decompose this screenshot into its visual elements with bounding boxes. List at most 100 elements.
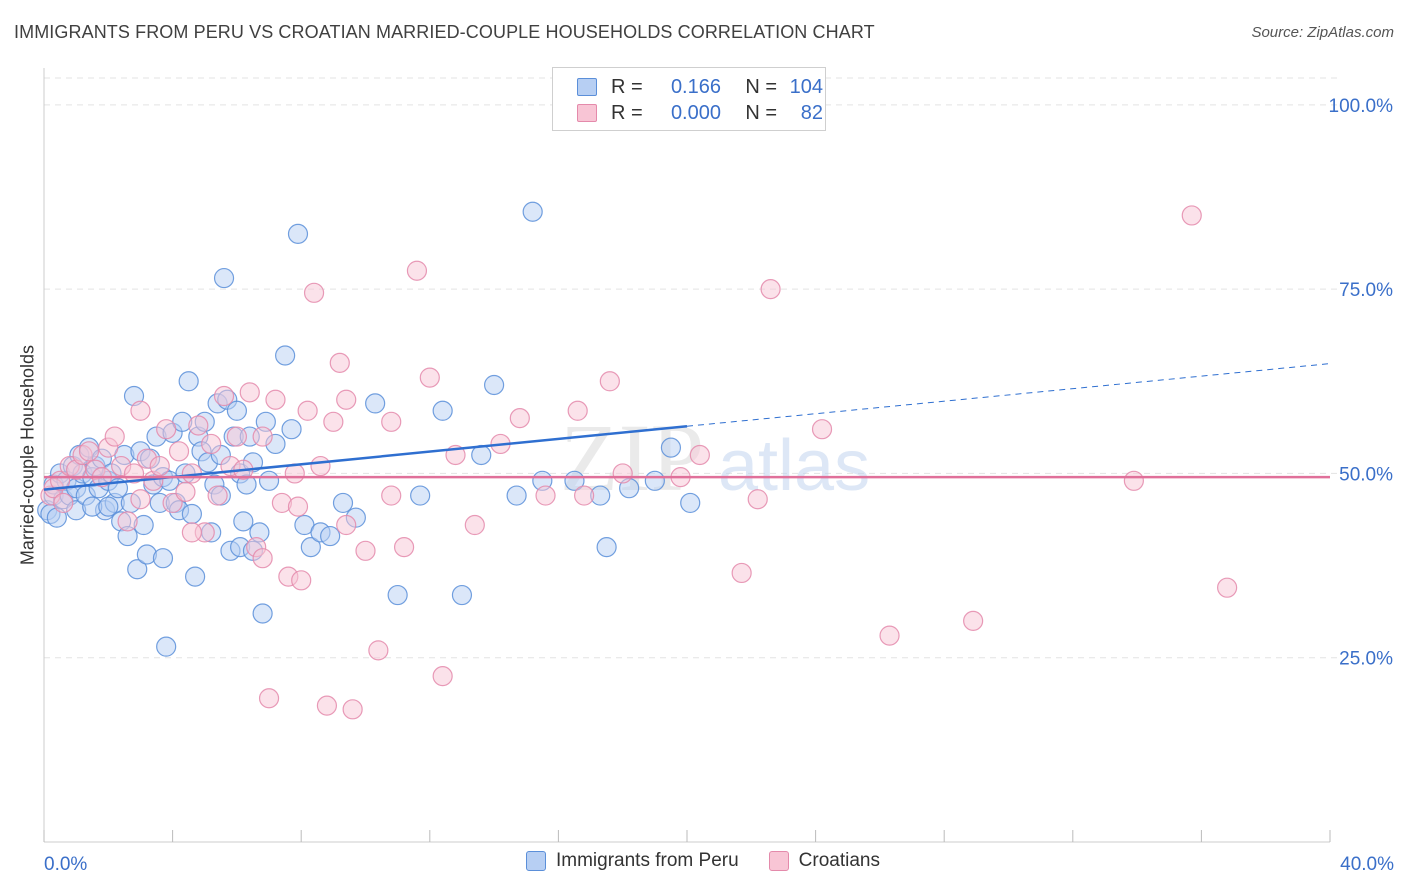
point-croatians-74: [731, 562, 752, 584]
point-croatians-72: [1217, 577, 1238, 598]
point-croatians-61: [567, 400, 588, 421]
point-peru-85: [451, 584, 473, 606]
point-peru-94: [660, 437, 682, 458]
point-croatians-63: [612, 463, 633, 484]
point-croatians-13: [117, 511, 138, 532]
point-croatians-69: [963, 610, 984, 631]
y-tick-label-50: 50.0%: [1339, 464, 1393, 485]
legend-n-label: N =: [745, 75, 777, 98]
legend-row-croatians: R = 0.000 N = 82: [577, 100, 823, 126]
legend-n-value-croatians: 82: [800, 101, 823, 124]
point-croatians-15: [130, 400, 151, 421]
point-peru-87: [484, 374, 505, 396]
point-croatians-79: [287, 496, 309, 517]
point-croatians-45: [323, 411, 344, 432]
point-croatians-24: [188, 415, 209, 436]
point-croatians-75: [574, 485, 595, 506]
point-peru-74: [287, 223, 309, 244]
point-croatians-66: [760, 279, 781, 300]
point-croatians-42: [303, 282, 325, 303]
point-croatians-48: [342, 699, 363, 720]
point-croatians-80: [336, 514, 357, 536]
series-legend: Immigrants from Peru Croatians: [0, 850, 1406, 872]
point-croatians-3: [53, 492, 74, 514]
point-croatians-70: [1123, 470, 1144, 491]
point-croatians-77: [181, 522, 202, 543]
legend-n-value-peru: 104: [789, 75, 823, 98]
point-peru-81: [365, 393, 386, 414]
point-peru-63: [233, 511, 254, 532]
y-tick-label-75: 75.0%: [1339, 280, 1393, 301]
point-peru-73: [281, 419, 302, 440]
point-peru-57: [213, 267, 235, 289]
point-croatians-71: [1181, 205, 1202, 226]
point-croatians-11: [104, 426, 125, 447]
legend-swatch-croatians: [577, 104, 597, 122]
point-croatians-81: [381, 485, 402, 506]
y-tick-labels: 25.0% 50.0% 75.0% 100.0%: [1329, 96, 1394, 670]
point-croatians-59: [509, 408, 530, 429]
point-croatians-54: [419, 367, 440, 388]
point-croatians-35: [258, 688, 280, 709]
point-croatians-28: [213, 385, 235, 407]
point-peru-61: [226, 400, 247, 421]
point-peru-30: [127, 559, 148, 580]
legend-item-croatians: Croatians: [768, 850, 880, 872]
point-peru-47: [181, 503, 202, 525]
point-croatians-44: [316, 695, 338, 716]
point-croatians-60: [535, 485, 556, 506]
legend-swatch-peru: [577, 78, 597, 96]
point-croatians-55: [432, 666, 453, 687]
point-croatians-43: [310, 455, 331, 477]
point-croatians-40: [291, 570, 312, 591]
y-tick-label-25: 25.0%: [1339, 649, 1393, 670]
point-peru-39: [156, 636, 177, 657]
point-croatians-30: [226, 426, 247, 447]
point-peru-83: [410, 485, 431, 506]
point-croatians-22: [175, 481, 196, 502]
point-peru-48: [185, 566, 206, 587]
chart-title: IMMIGRANTS FROM PERU VS CROATIAN MARRIED…: [14, 22, 875, 42]
chart-source: Source: ZipAtlas.com: [1251, 24, 1394, 41]
point-croatians-36: [265, 389, 286, 410]
legend-item-peru: Immigrants from Peru: [526, 850, 739, 872]
point-peru-84: [432, 400, 453, 421]
trend-lines: [43, 363, 1331, 491]
axes: [43, 68, 1331, 843]
point-peru-100: [98, 496, 119, 517]
point-croatians-67: [811, 419, 833, 440]
legend-row-peru: R = 0.166 N = 104: [577, 74, 823, 100]
point-peru-70: [258, 470, 280, 491]
point-croatians-27: [207, 485, 228, 506]
point-peru-96: [680, 492, 701, 514]
point-peru-72: [275, 345, 296, 366]
point-croatians-50: [368, 640, 389, 661]
point-croatians-78: [252, 548, 273, 569]
point-croatians-21: [168, 441, 190, 462]
legend-n-label: N =: [745, 101, 777, 124]
legend-r-value-peru: 0.166: [670, 75, 721, 98]
grid-lines: [44, 77, 1338, 659]
point-croatians-62: [599, 371, 620, 392]
x-tick-labels: 0.0% 40.0%: [44, 854, 1394, 875]
stats-legend: R = 0.166 N = 104 R = 0.000 N = 82: [552, 67, 826, 131]
point-peru-93: [644, 470, 665, 491]
point-peru-79: [332, 492, 354, 514]
trend-line-peru-extension: [686, 363, 1331, 427]
point-croatians-68: [879, 625, 900, 646]
point-croatians-76: [130, 489, 151, 510]
point-croatians-7: [78, 441, 100, 462]
legend-r-value-croatians: 0.000: [670, 101, 721, 124]
series-croatians-points: [40, 205, 1238, 720]
point-croatians-41: [297, 400, 318, 421]
y-tick-label-100: 100.0%: [1329, 96, 1394, 117]
point-peru-76: [300, 537, 321, 558]
point-peru-97: [596, 537, 617, 558]
x-tick-label-max: 40.0%: [1340, 854, 1394, 875]
point-peru-101: [152, 548, 174, 569]
legend-swatch-croatians: [768, 851, 789, 871]
x-tick-label-min: 0.0%: [44, 854, 87, 875]
point-croatians-18: [149, 455, 170, 477]
point-croatians-34: [252, 426, 273, 447]
